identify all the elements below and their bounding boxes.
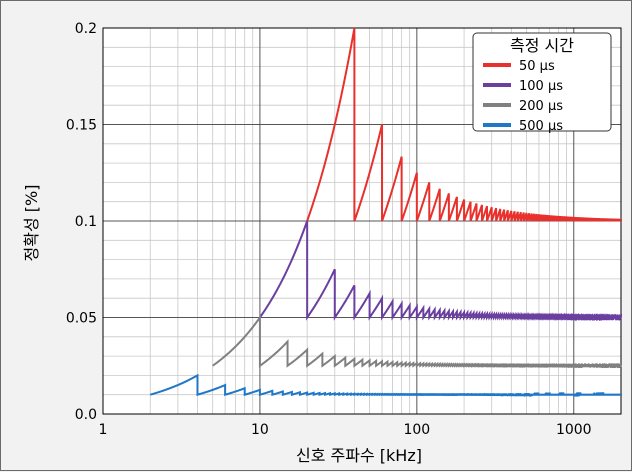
series-line-50us [306, 27, 622, 222]
legend-label: 50 µs [519, 59, 555, 74]
y-tick-label: 0.2 [75, 21, 97, 37]
x-axis-ticks: 1 10 100 1000 [99, 422, 592, 438]
x-tick-label: 1000 [556, 422, 592, 438]
y-tick-label: 0.15 [66, 118, 97, 134]
y-tick-label: 0.05 [66, 311, 97, 327]
legend-label: 200 µs [519, 99, 563, 114]
legend: 측정 시간 50 µs 100 µs 200 µs 500 µs [472, 32, 612, 134]
x-tick-label: 1 [99, 422, 108, 438]
legend-title: 측정 시간 [510, 36, 574, 55]
x-axis-label: 신호 주파수 [kHz] [296, 446, 422, 465]
y-tick-label: 0.1 [75, 214, 97, 230]
x-tick-label: 10 [251, 422, 269, 438]
series-layer [149, 27, 622, 398]
series-line-200us [212, 314, 622, 369]
series-line-500us [149, 373, 622, 398]
legend-items: 50 µs 100 µs 200 µs 500 µs [483, 59, 563, 134]
y-tick-label: 0.0 [75, 407, 97, 423]
series-line-100us [259, 220, 622, 322]
y-axis-label: 정확성 [%] [22, 185, 41, 262]
x-tick-label: 100 [403, 422, 430, 438]
y-axis-ticks: 0.0 0.05 0.1 0.15 0.2 [66, 21, 97, 423]
legend-label: 500 µs [519, 119, 563, 134]
legend-label: 100 µs [519, 79, 563, 94]
